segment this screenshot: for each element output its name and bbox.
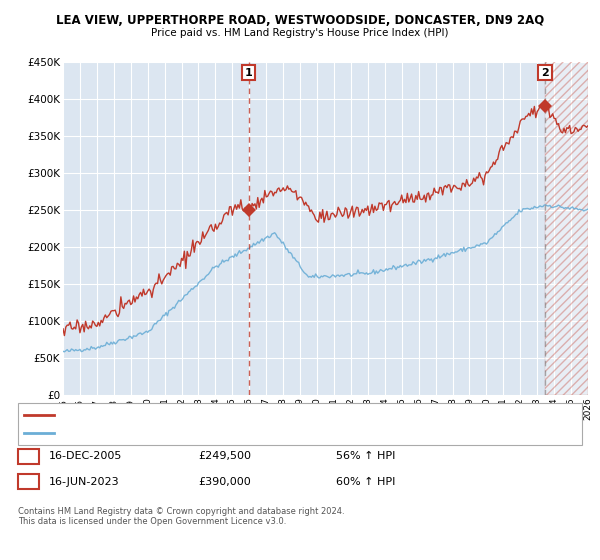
- Text: £390,000: £390,000: [198, 477, 251, 487]
- Text: 16-DEC-2005: 16-DEC-2005: [49, 451, 122, 461]
- Text: 56% ↑ HPI: 56% ↑ HPI: [336, 451, 395, 461]
- Text: 2: 2: [25, 477, 32, 487]
- Text: 1: 1: [25, 451, 32, 461]
- Text: HPI: Average price, detached house, North Lincolnshire: HPI: Average price, detached house, Nort…: [59, 429, 309, 438]
- Text: LEA VIEW, UPPERTHORPE ROAD, WESTWOODSIDE, DONCASTER, DN9 2AQ: LEA VIEW, UPPERTHORPE ROAD, WESTWOODSIDE…: [56, 14, 544, 27]
- Text: 2: 2: [541, 68, 549, 78]
- Text: 16-JUN-2023: 16-JUN-2023: [49, 477, 120, 487]
- Text: Price paid vs. HM Land Registry's House Price Index (HPI): Price paid vs. HM Land Registry's House …: [151, 28, 449, 38]
- Text: £249,500: £249,500: [198, 451, 251, 461]
- Text: LEA VIEW, UPPERTHORPE ROAD, WESTWOODSIDE, DONCASTER,  DN9 2AQ (detached ho: LEA VIEW, UPPERTHORPE ROAD, WESTWOODSIDE…: [59, 410, 457, 419]
- Text: 60% ↑ HPI: 60% ↑ HPI: [336, 477, 395, 487]
- Text: Contains HM Land Registry data © Crown copyright and database right 2024.
This d: Contains HM Land Registry data © Crown c…: [18, 507, 344, 526]
- Text: 1: 1: [245, 68, 253, 78]
